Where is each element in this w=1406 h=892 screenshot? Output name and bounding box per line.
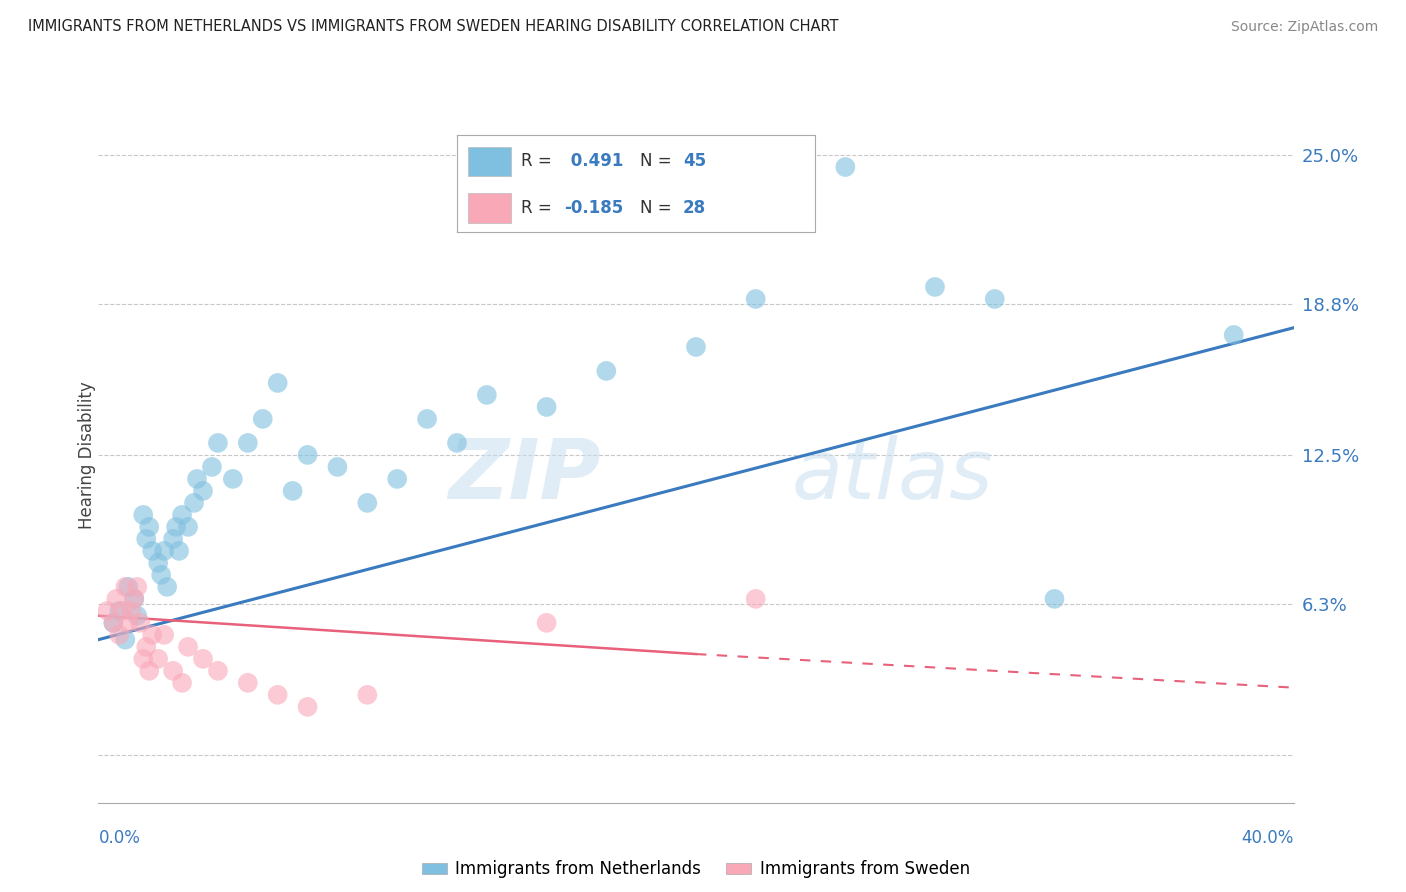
Point [108,604,131,618]
Point [177,640,200,654]
Y-axis label: Hearing Disability: Hearing Disability [79,381,96,529]
Point [236,436,259,450]
Point [595,364,617,378]
Point [1043,591,1066,606]
Text: 40.0%: 40.0% [1241,829,1294,847]
Point [326,459,349,474]
Point [536,615,558,630]
Point [117,580,139,594]
Point [183,496,205,510]
Point [138,520,160,534]
Point [207,436,229,450]
Point [117,615,139,630]
Point [165,520,187,534]
Point [108,628,131,642]
Point [745,292,768,306]
Point [834,160,856,174]
Point [267,688,290,702]
Point [141,544,163,558]
Point [162,532,184,546]
Point [111,604,134,618]
Point [127,580,149,594]
Point [186,472,208,486]
Legend: Immigrants from Netherlands, Immigrants from Sweden: Immigrants from Netherlands, Immigrants … [415,854,977,885]
Text: Source: ZipAtlas.com: Source: ZipAtlas.com [1230,21,1378,34]
Point [385,472,409,486]
Text: 0.0%: 0.0% [98,829,141,847]
Point [685,340,707,354]
Point [114,580,136,594]
Point [129,615,152,630]
Point [356,688,378,702]
Point [222,472,245,486]
Point [191,483,214,498]
Point [536,400,558,414]
Point [1223,328,1246,343]
Point [983,292,1005,306]
Point [103,615,125,630]
Point [172,676,194,690]
Point [105,591,128,606]
Point [745,591,768,606]
Point [132,652,155,666]
Point [124,591,146,606]
Point [236,676,259,690]
Point [148,652,170,666]
Point [281,483,304,498]
Point [252,412,274,426]
Point [114,632,136,647]
Point [172,508,194,522]
Point [162,664,184,678]
Text: atlas: atlas [792,435,993,516]
Point [356,496,378,510]
Point [201,459,224,474]
Point [191,652,214,666]
Point [132,508,155,522]
Point [138,664,160,678]
Point [446,436,468,450]
Point [924,280,946,294]
Point [150,567,173,582]
Point [120,604,142,618]
Point [416,412,439,426]
Point [156,580,179,594]
Point [141,628,163,642]
Text: IMMIGRANTS FROM NETHERLANDS VS IMMIGRANTS FROM SWEDEN HEARING DISABILITY CORRELA: IMMIGRANTS FROM NETHERLANDS VS IMMIGRANT… [28,20,838,34]
Point [103,615,125,630]
Text: ZIP: ZIP [447,435,600,516]
Point [135,640,157,654]
Point [153,628,176,642]
Point [135,532,157,546]
Point [148,556,170,570]
Point [475,388,498,402]
Point [207,664,229,678]
Point [153,544,176,558]
Point [127,608,149,623]
Point [167,544,190,558]
Point [124,591,146,606]
Point [297,448,319,462]
Point [177,520,200,534]
Point [96,604,118,618]
Point [267,376,290,390]
Point [297,699,319,714]
